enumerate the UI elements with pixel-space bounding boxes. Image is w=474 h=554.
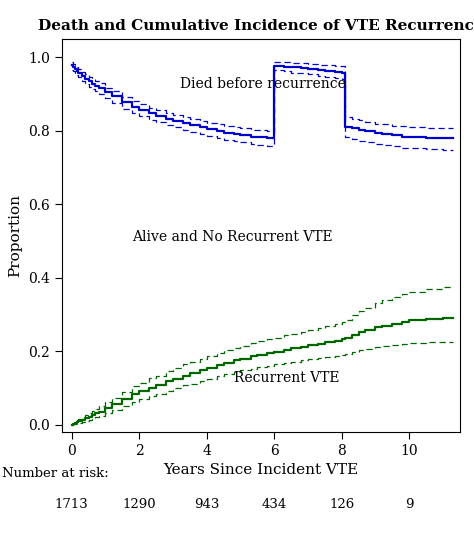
Text: Number at risk:: Number at risk: (2, 467, 109, 480)
X-axis label: Years Since Incident VTE: Years Since Incident VTE (163, 464, 358, 478)
Text: Recurrent VTE: Recurrent VTE (234, 372, 339, 386)
Text: 434: 434 (262, 497, 287, 511)
Title: Death and Cumulative Incidence of VTE Recurrence: Death and Cumulative Incidence of VTE Re… (38, 19, 474, 33)
Y-axis label: Proportion: Proportion (9, 194, 22, 277)
Text: 126: 126 (329, 497, 354, 511)
Text: 9: 9 (405, 497, 413, 511)
Text: Alive and No Recurrent VTE: Alive and No Recurrent VTE (132, 230, 333, 244)
Text: 943: 943 (194, 497, 219, 511)
Text: 1713: 1713 (55, 497, 89, 511)
Text: 1290: 1290 (122, 497, 156, 511)
Text: Died before recurrence: Died before recurrence (180, 78, 346, 91)
